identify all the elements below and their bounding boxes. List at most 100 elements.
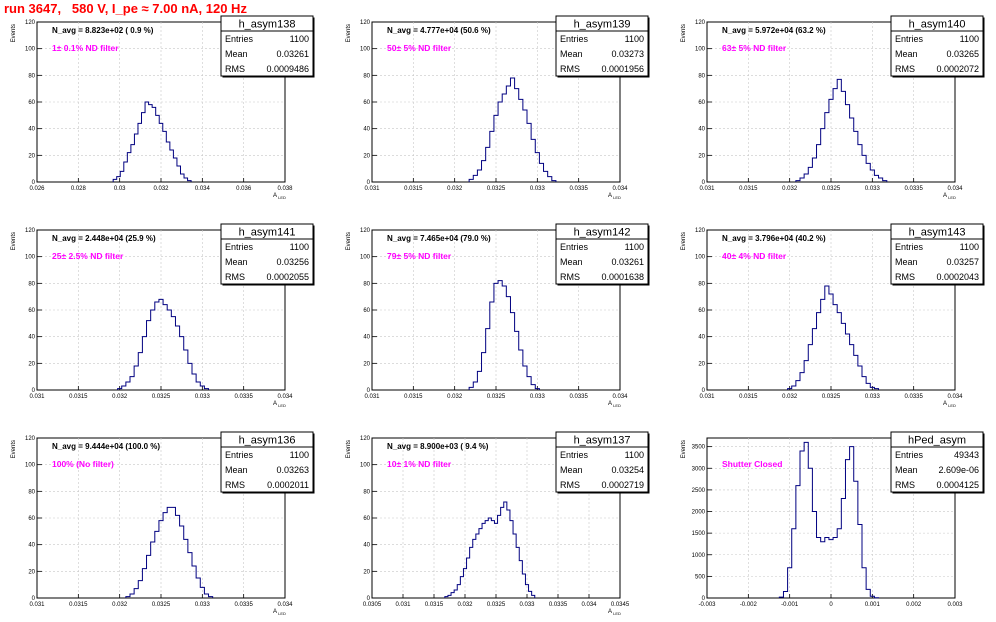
y-tick-label: 100 (695, 255, 706, 261)
histogram-panel: 0.0305 0.031 0.0315 0.032 0.0325 0.033 0.0335 0… (346, 431, 650, 616)
stats-value: 1100 (960, 34, 979, 44)
x-tick-label: 0.033 (865, 394, 881, 400)
x-tick-label: 0.034 (612, 186, 628, 192)
y-tick-label: 0 (32, 596, 36, 602)
stats-value: 1100 (625, 34, 644, 44)
y-tick-label: 40 (28, 335, 35, 341)
stats-label: RMS (225, 480, 245, 490)
x-tick-label: 0.031 (699, 186, 715, 192)
y-tick-label: 40 (363, 127, 370, 133)
x-tick-label: 0.031 (364, 394, 380, 400)
stats-label: Entries (225, 242, 254, 252)
y-tick-label: 0 (367, 596, 371, 602)
stats-box (555, 15, 649, 77)
x-tick-label: 0.033 (195, 394, 211, 400)
y-tick-label: 20 (28, 153, 35, 159)
x-tick-label: 0.0325 (152, 602, 171, 608)
y-tick-label: 40 (28, 127, 35, 133)
histogram-bars (468, 77, 557, 182)
stats-label: Mean (225, 49, 248, 59)
x-tick-label: 0.0315 (69, 394, 88, 400)
stats-box (890, 15, 984, 77)
x-tick-label: 0.034 (195, 186, 211, 192)
filter-annotation: 1± 0.1% ND filter (52, 43, 119, 53)
stats-label: RMS (895, 480, 915, 490)
stats-label: Mean (560, 257, 583, 267)
y-tick-label: 120 (360, 228, 371, 234)
y-axis-title: Events (346, 24, 352, 42)
y-tick-label: 0 (32, 388, 36, 394)
stats-box (220, 223, 314, 285)
stats-value: 0.0002011 (267, 480, 309, 490)
y-tick-label: 100 (25, 463, 36, 469)
x-tick-label: 0.026 (29, 186, 45, 192)
x-tick-label: 0.028 (71, 186, 87, 192)
y-axis-title: Events (681, 440, 687, 458)
y-tick-label: 0 (32, 180, 36, 186)
x-axis-title: A LED (608, 609, 621, 616)
x-tick-label: 0.0315 (69, 602, 88, 608)
histogram-bars (468, 280, 540, 390)
stats-label: RMS (895, 64, 915, 74)
y-tick-label: 120 (360, 436, 371, 442)
y-tick-label: 1000 (692, 553, 706, 559)
y-tick-label: 20 (28, 361, 35, 367)
histogram-bars (125, 506, 214, 598)
x-tick-label: 0.033 (530, 186, 546, 192)
x-axis-title: A LED (273, 609, 286, 616)
stats-value: 1100 (290, 450, 309, 460)
histogram-name: h_asym138 (239, 19, 296, 31)
n-avg-label: N_avg = 7.465e+04 (79.0 %) (387, 234, 491, 243)
y-axis-title: Events (681, 232, 687, 250)
y-tick-label: 0 (702, 388, 706, 394)
y-axis-title: Events (346, 232, 352, 250)
y-tick-label: 20 (698, 361, 705, 367)
histogram-panel: 0.031 0.0315 0.032 0.0325 0.033 0.0335 0.034 0 2… (681, 223, 985, 408)
y-tick-label: 60 (28, 308, 35, 314)
y-tick-label: 120 (695, 228, 706, 234)
x-tick-label: 0.038 (277, 186, 293, 192)
y-tick-label: 80 (28, 73, 35, 79)
y-tick-label: 60 (28, 100, 35, 106)
histogram-panel: 0.031 0.0315 0.032 0.0325 0.033 0.0335 0.034 0 2… (11, 223, 315, 408)
stats-value: 0.03273 (611, 49, 644, 59)
stats-label: Entries (225, 450, 254, 460)
y-tick-label: 60 (363, 516, 370, 522)
y-tick-label: 80 (363, 489, 370, 495)
y-tick-label: 120 (360, 20, 371, 26)
x-tick-label: 0.032 (153, 186, 169, 192)
histogram-panel: 0.031 0.0315 0.032 0.0325 0.033 0.0335 0.034 0 2… (681, 15, 985, 200)
x-tick-label: 0.0315 (739, 186, 758, 192)
y-axis-title: Events (11, 232, 17, 250)
y-tick-label: 2000 (692, 510, 706, 516)
y-tick-label: 120 (695, 20, 706, 26)
x-tick-label: 0.0335 (234, 602, 253, 608)
y-axis-title: Events (11, 24, 17, 42)
y-tick-label: 60 (698, 308, 705, 314)
filter-annotation: 79± 5% ND filter (387, 251, 452, 261)
x-axis-title: A LED (608, 401, 621, 408)
histogram-bars (444, 501, 536, 598)
n-avg-label: N_avg = 2.448e+04 (25.9 %) (52, 234, 156, 243)
y-tick-label: 100 (360, 47, 371, 53)
filter-annotation: 100% (No filter) (52, 459, 114, 469)
stats-label: Entries (560, 450, 589, 460)
x-tick-label: 0.0325 (487, 394, 506, 400)
x-tick-label: 0.0335 (569, 394, 588, 400)
x-tick-label: 0.0315 (425, 602, 444, 608)
histogram-panel: 0.031 0.0315 0.032 0.0325 0.033 0.0335 0.034 0 2… (346, 15, 650, 200)
histogram-name: h_asym139 (574, 19, 631, 31)
stats-value: 0.03261 (611, 257, 644, 267)
x-tick-label: 0.0315 (739, 394, 758, 400)
x-tick-label: 0.0325 (822, 186, 841, 192)
stats-value: 1100 (625, 242, 644, 252)
y-tick-label: 80 (28, 489, 35, 495)
x-tick-label: -0.001 (781, 602, 799, 608)
y-tick-label: 120 (25, 228, 36, 234)
stats-box (220, 15, 314, 77)
x-axis-title: A LED (608, 193, 621, 200)
x-tick-label: 0.032 (457, 602, 473, 608)
y-tick-label: 0 (702, 596, 706, 602)
histogram-bars (112, 101, 192, 182)
y-tick-label: 0 (367, 180, 371, 186)
